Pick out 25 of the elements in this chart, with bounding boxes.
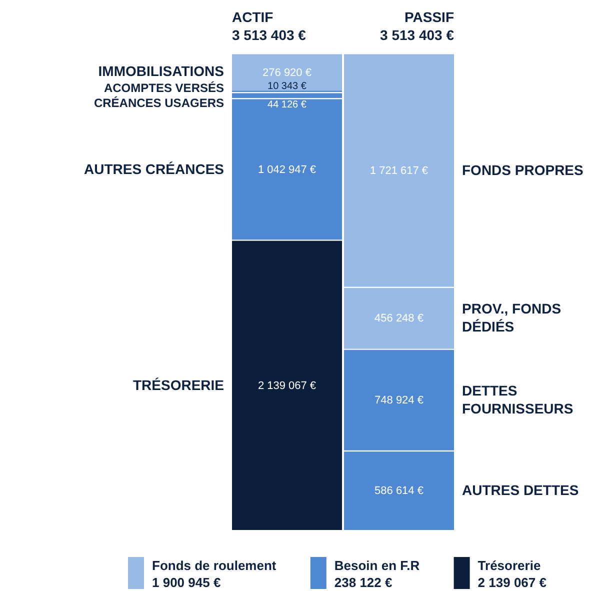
series-label: IMMOBILISATIONS [98,63,224,80]
data-label: 10 343 € [268,81,307,92]
series-label: PROV., FONDS DÉDIÉS [462,300,562,335]
data-label: 276 920 € [262,66,312,79]
series-label: ACOMPTES VERSÉS [104,81,224,96]
data-label: 748 924 € [374,394,424,407]
series-label: AUTRES DETTES [462,482,579,498]
data-label: 2 139 067 € [258,380,316,392]
text: Fonds de roulement 1 900 945 € [152,558,277,590]
data-label: 586 614 € [374,485,424,498]
x-tick-label: ACTIF [232,9,274,25]
data-label: 456 248 € [374,312,424,325]
text: Besoin en F.R 238 122 € [334,558,420,590]
series-label: DETTES FOURNISSEURS [462,382,574,417]
text: Trésorerie 2 139 067 € [478,558,546,590]
x-tick-label: PASSIF [404,9,454,25]
series-label: CRÉANCES USAGERS [94,96,224,110]
series-label: AUTRES CRÉANCES [84,160,224,177]
series-label: FONDS PROPRES [462,162,584,178]
total-label: 3 513 403 € [380,27,454,43]
total-label: 3 513 403 € [232,27,306,43]
data-label: 1 042 947 € [258,164,316,176]
data-label: 1 721 617 € [370,164,428,177]
series-label: TRÉSORERIE [132,376,224,393]
data-label: 44 126 € [268,99,307,110]
